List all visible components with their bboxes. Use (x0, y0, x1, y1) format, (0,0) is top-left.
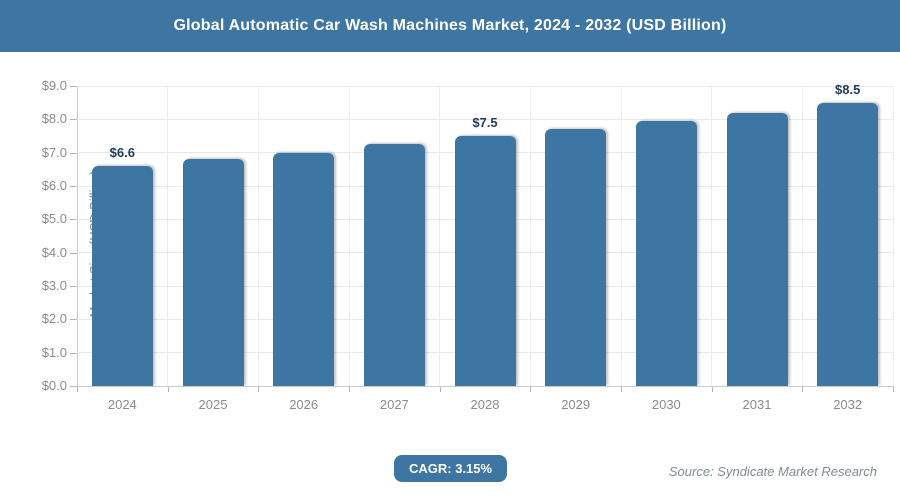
x-tick-mark (439, 387, 441, 392)
x-tick-label: 2025 (198, 397, 228, 412)
y-tick-label: $7.0 (41, 144, 67, 160)
gridline-v (439, 86, 441, 386)
y-tick-mark (70, 186, 77, 187)
bar-value-label: $8.5 (835, 81, 861, 97)
x-tick-label: 2031 (742, 397, 772, 412)
x-tick-mark (893, 387, 894, 392)
x-tick-mark (530, 387, 532, 392)
y-tick-mark (70, 252, 77, 254)
y-tick-label: $1.0 (41, 344, 67, 360)
bar-2030 (635, 121, 697, 386)
x-tick-mark (621, 387, 622, 392)
cagr-badge: CAGR: 3.15% (394, 455, 508, 482)
bar-2026 (273, 152, 335, 386)
x-tick-mark (802, 387, 804, 392)
x-tick-label: 2029 (561, 397, 591, 412)
y-tick-label: $5.0 (41, 211, 67, 227)
bar-2032 (817, 102, 879, 386)
y-tick-mark (70, 386, 77, 387)
gridline-v (167, 86, 169, 386)
x-tick-mark (77, 387, 78, 392)
gridline-v (892, 86, 894, 386)
y-tick-mark (70, 352, 77, 354)
x-tick-mark (349, 387, 350, 392)
y-tick-label: $4.0 (41, 244, 67, 260)
y-tick-mark (70, 119, 77, 121)
gridline-v (801, 86, 803, 386)
x-axis-line (77, 386, 894, 387)
source-note: Source: Syndicate Market Research (668, 464, 877, 479)
y-tick-label: $3.0 (41, 278, 67, 293)
gridline-h (77, 118, 893, 120)
y-tick-mark (70, 152, 77, 154)
gridline-v (711, 86, 713, 386)
chart-title-bar: Global Automatic Car Wash Machines Marke… (0, 0, 900, 52)
bar-2028 (454, 136, 516, 386)
x-tick-mark (167, 387, 169, 392)
bar-2031 (726, 112, 788, 386)
gridline-v (348, 86, 350, 386)
x-tick-label: 2026 (289, 397, 319, 412)
y-tick-label: $6.0 (41, 178, 67, 193)
gridline-v (620, 86, 622, 386)
gridline-v (257, 86, 259, 386)
x-tick-label: 2030 (651, 397, 681, 412)
y-tick-label: $2.0 (41, 311, 67, 327)
y-tick-mark (70, 86, 77, 87)
x-tick-label: 2024 (107, 397, 137, 412)
gridline-v (529, 86, 531, 386)
x-tick-label: 2028 (470, 397, 500, 412)
y-tick-label: $0.0 (41, 378, 67, 393)
bar-value-label: $7.5 (472, 115, 498, 130)
gridline-h (77, 85, 893, 87)
bar-2024 (91, 166, 153, 386)
bar-2025 (182, 159, 244, 386)
y-tick-label: $9.0 (41, 78, 67, 93)
x-tick-mark (258, 387, 260, 392)
y-tick-mark (70, 219, 77, 221)
bar-value-label: $6.6 (109, 145, 135, 160)
x-tick-label: 2027 (379, 397, 409, 412)
x-tick-mark (711, 387, 713, 392)
y-tick-mark (70, 286, 77, 287)
bar-2029 (545, 129, 607, 386)
x-tick-label: 2032 (833, 397, 863, 412)
y-tick-mark (70, 319, 77, 321)
plot-area: Market Size (USD Billion) $0.0$1.0$2.0$3… (42, 78, 894, 412)
y-axis-line (77, 86, 78, 387)
y-tick-label: $8.0 (41, 111, 67, 127)
bar-2027 (363, 144, 425, 386)
chart-title: Global Automatic Car Wash Machines Marke… (173, 17, 727, 34)
